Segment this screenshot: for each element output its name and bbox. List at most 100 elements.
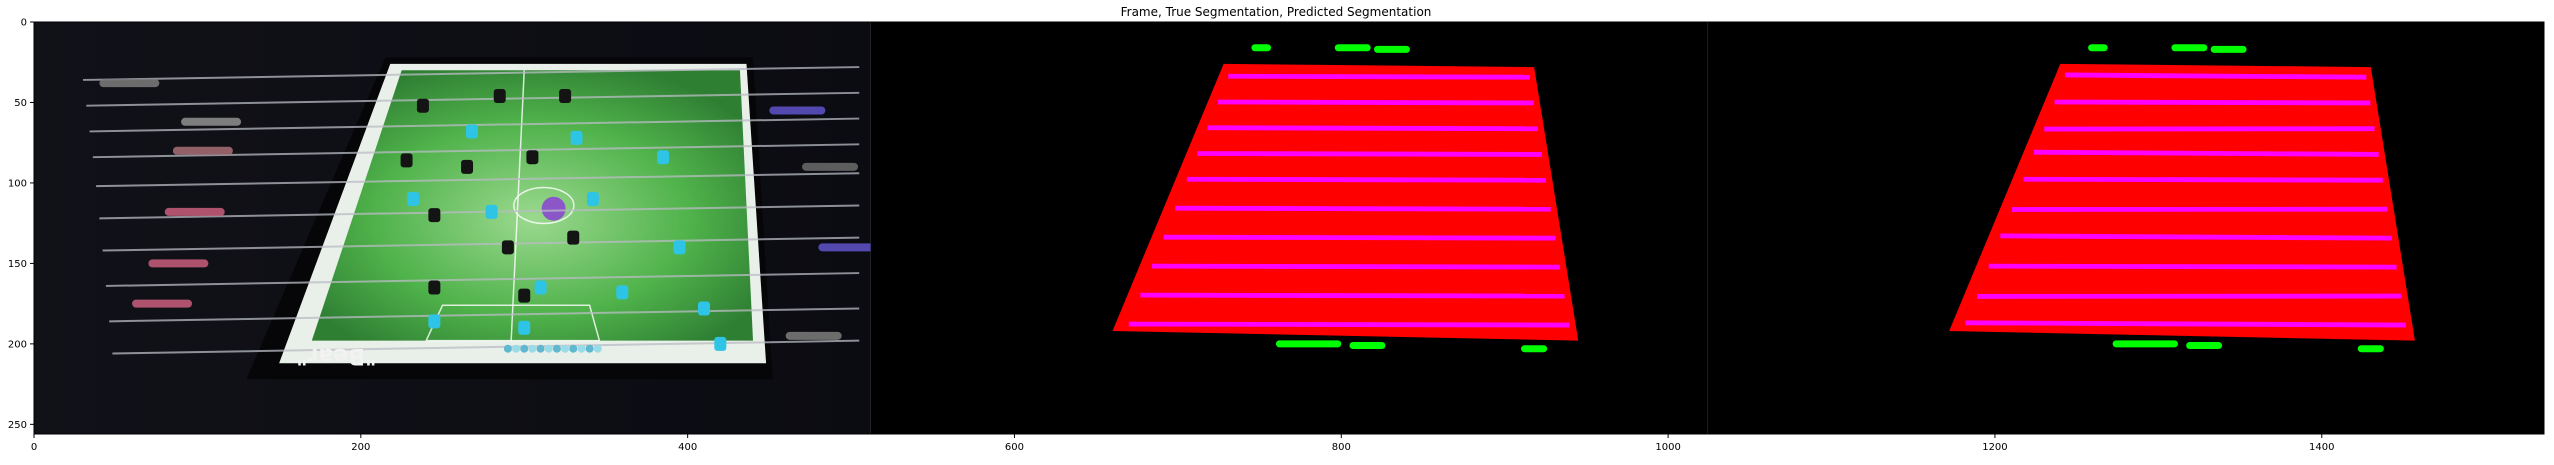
x-axis: 0 200 400 600 800 1000 1200 1400 [31,434,2334,453]
table-brand-text: "Bear" [296,343,376,368]
x-tick-label: 400 [678,442,697,453]
frame-handle [769,106,826,115]
player-cyan [714,336,727,351]
score-bead [520,344,529,353]
x-tick-label: 600 [1005,442,1024,453]
frame-rod [112,339,860,355]
seg-handle [1373,45,1410,53]
player-dark [518,288,531,303]
seg-handle [2210,45,2247,53]
player-dark [416,98,429,113]
score-bead [503,344,512,353]
seg-handle [1521,345,1548,353]
score-bead [544,344,553,353]
seg-handle [1334,44,1371,52]
frame-handle [148,259,209,268]
score-bead [561,344,570,353]
frame-handle [99,79,160,88]
frame-handle [181,117,242,126]
x-tick-label: 200 [351,442,370,453]
seg-rod [1965,320,2406,328]
seg-rod [1977,293,2402,299]
seg-rod [1163,234,1556,241]
seg-handle [2112,340,2178,348]
seg-rod [2000,233,2392,241]
player-dark [501,240,514,255]
seg-rod [1175,205,1551,212]
frame-handle [802,162,859,171]
frame-rod [109,307,860,323]
seg-handle [2186,341,2223,349]
player-dark [400,153,413,168]
score-bead [512,344,521,353]
axes-frame [33,21,2545,435]
seg-rod [1140,292,1565,299]
frame-handle [818,243,875,252]
frame-rod [86,91,860,107]
score-bead [528,344,537,353]
center-line [510,70,525,341]
goal-box [425,304,601,342]
y-tick-label: 250 [8,420,27,431]
frame-rod [105,272,860,287]
player-cyan [518,320,531,335]
player-cyan [616,285,629,300]
player-dark [428,280,441,295]
seg-handle [1349,341,1386,349]
x-tick-label: 1200 [1982,442,2007,453]
player-cyan [465,124,478,139]
frame-handle [172,146,233,155]
seg-rod [2064,72,2367,80]
seg-rod [2054,99,2371,106]
chart-title: Frame, True Segmentation, Predicted Segm… [1121,5,1432,19]
seg-rod [2033,149,2379,157]
frame-rod [102,236,860,252]
y-tick-label: 0 [21,18,27,29]
player-cyan [697,301,710,316]
player-cyan [570,130,583,145]
player-dark [559,89,572,104]
panel-frame: "Bear" [34,22,875,434]
frame-rod [92,143,860,159]
player-cyan [534,280,547,295]
x-tick-label: 0 [31,442,37,453]
score-bead [536,344,545,353]
pred-seg-content [1949,44,2415,353]
y-axis: 0 50 100 150 200 250 [8,18,34,431]
frame-handle [164,207,225,216]
score-bead [552,344,561,353]
x-tick-label: 1400 [2309,442,2334,453]
center-circle [513,186,575,225]
player-dark [526,150,539,165]
y-tick-label: 100 [8,178,27,189]
x-tick-label: 800 [1332,442,1351,453]
seg-rod [2044,126,2375,132]
seg-rod [1152,263,1560,270]
panel-predicted-segmentation [1707,22,2544,434]
player-dark [493,89,506,104]
seg-rod [1186,176,1547,183]
frame-rod [96,172,860,188]
player-cyan [657,150,670,165]
score-bead [577,344,586,353]
playfield [311,70,754,341]
player-cyan [428,314,441,329]
true-seg-content [1112,44,1579,353]
frame-rod [99,204,860,220]
x-tick-label: 1000 [1655,442,1680,453]
frame-handle [785,331,842,340]
seg-handle [1275,340,1342,348]
player-cyan [485,204,498,219]
plot-area: "Bear" [34,22,2544,434]
y-tick-label: 50 [14,98,27,109]
seg-rod [1217,99,1534,106]
y-tick-label: 150 [8,259,27,270]
seg-handle [2088,44,2108,52]
score-bead [569,344,578,353]
seg-rod [1207,125,1538,132]
player-dark [567,230,580,245]
frame-content: "Bear" [83,57,875,380]
seg-handle [2357,345,2384,353]
player-dark [428,208,441,223]
